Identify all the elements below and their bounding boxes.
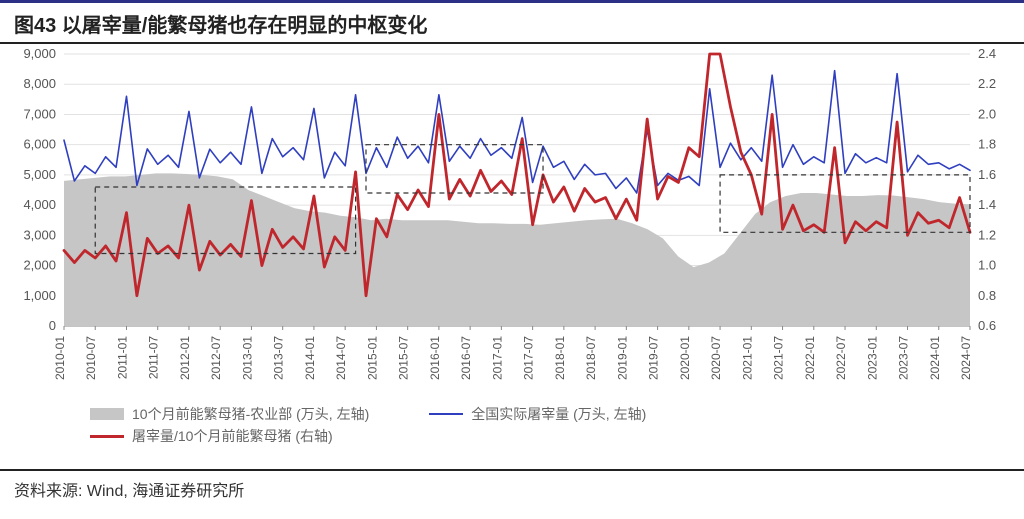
legend-item-sow10m: 10个月前能繁母猪-农业部 (万头, 左轴) xyxy=(90,404,369,424)
line-swatch xyxy=(90,435,124,438)
figure-title: 图43 以屠宰量/能繁母猪也存在明显的中枢变化 xyxy=(0,3,1024,44)
svg-text:2024-01: 2024-01 xyxy=(928,336,942,380)
svg-text:2011-07: 2011-07 xyxy=(147,336,161,379)
svg-text:2022-01: 2022-01 xyxy=(803,336,817,380)
legend-label: 10个月前能繁母猪-农业部 (万头, 左轴) xyxy=(132,404,369,424)
svg-text:1.0: 1.0 xyxy=(978,258,996,273)
svg-text:1.2: 1.2 xyxy=(978,227,996,242)
svg-text:2011-01: 2011-01 xyxy=(115,336,129,379)
chart-block: 0 1,000 2,000 3,000 4,000 5,000 6,000 7,000 8,00… xyxy=(0,44,1024,469)
svg-text:2010-01: 2010-01 xyxy=(53,336,67,380)
line-swatch xyxy=(429,413,463,415)
svg-text:2016-01: 2016-01 xyxy=(428,336,442,380)
svg-text:2016-07: 2016-07 xyxy=(459,336,473,380)
svg-text:2023-01: 2023-01 xyxy=(865,336,879,380)
svg-text:2012-01: 2012-01 xyxy=(178,336,192,380)
svg-text:2014-07: 2014-07 xyxy=(334,336,348,380)
svg-text:0: 0 xyxy=(49,318,56,333)
figure-frame: 图43 以屠宰量/能繁母猪也存在明显的中枢变化 0 1,000 2,000 3,000… xyxy=(0,0,1024,519)
svg-text:2021-01: 2021-01 xyxy=(740,336,754,380)
svg-text:2024-07: 2024-07 xyxy=(959,336,973,380)
svg-text:4,000: 4,000 xyxy=(23,197,56,212)
svg-text:2017-01: 2017-01 xyxy=(490,336,504,380)
svg-text:2018-01: 2018-01 xyxy=(553,336,567,380)
svg-text:2018-07: 2018-07 xyxy=(584,336,598,380)
chart-svg: 0 1,000 2,000 3,000 4,000 5,000 6,000 7,000 8,00… xyxy=(0,44,1024,404)
svg-text:5,000: 5,000 xyxy=(23,167,56,182)
svg-text:2013-01: 2013-01 xyxy=(240,336,254,380)
svg-text:1,000: 1,000 xyxy=(23,288,56,303)
source-line: 资料来源: Wind, 海通证券研究所 xyxy=(0,469,1024,507)
area-swatch xyxy=(90,408,124,420)
svg-text:2015-07: 2015-07 xyxy=(397,336,411,380)
svg-text:0.8: 0.8 xyxy=(978,288,996,303)
svg-text:2020-01: 2020-01 xyxy=(678,336,692,380)
svg-text:2.2: 2.2 xyxy=(978,76,996,91)
svg-text:2023-07: 2023-07 xyxy=(897,336,911,380)
svg-text:2017-07: 2017-07 xyxy=(522,336,536,380)
svg-text:2.0: 2.0 xyxy=(978,106,996,121)
svg-text:2019-01: 2019-01 xyxy=(615,336,629,380)
legend-label: 屠宰量/10个月前能繁母猪 (右轴) xyxy=(132,426,333,446)
svg-text:2014-01: 2014-01 xyxy=(303,336,317,380)
svg-text:1.8: 1.8 xyxy=(978,137,996,152)
svg-text:2021-07: 2021-07 xyxy=(772,336,786,380)
legend: 10个月前能繁母猪-农业部 (万头, 左轴) 全国实际屠宰量 (万头, 左轴) … xyxy=(0,404,1024,446)
svg-text:2.4: 2.4 xyxy=(978,46,996,61)
legend-label: 全国实际屠宰量 (万头, 左轴) xyxy=(471,404,646,424)
svg-text:0.6: 0.6 xyxy=(978,318,996,333)
svg-text:1.6: 1.6 xyxy=(978,167,996,182)
svg-text:7,000: 7,000 xyxy=(23,106,56,121)
legend-item-slaughter: 全国实际屠宰量 (万头, 左轴) xyxy=(429,404,646,424)
svg-text:2020-07: 2020-07 xyxy=(709,336,723,380)
svg-text:1.4: 1.4 xyxy=(978,197,996,212)
svg-text:2022-07: 2022-07 xyxy=(834,336,848,380)
svg-text:6,000: 6,000 xyxy=(23,137,56,152)
svg-text:2010-07: 2010-07 xyxy=(84,336,98,380)
svg-text:2013-07: 2013-07 xyxy=(272,336,286,380)
svg-text:3,000: 3,000 xyxy=(23,227,56,242)
legend-item-ratio: 屠宰量/10个月前能繁母猪 (右轴) xyxy=(90,426,333,446)
svg-text:2,000: 2,000 xyxy=(23,258,56,273)
svg-text:9,000: 9,000 xyxy=(23,46,56,61)
svg-text:2012-07: 2012-07 xyxy=(209,336,223,380)
svg-text:2015-01: 2015-01 xyxy=(365,336,379,380)
svg-text:2019-07: 2019-07 xyxy=(647,336,661,380)
svg-text:8,000: 8,000 xyxy=(23,76,56,91)
